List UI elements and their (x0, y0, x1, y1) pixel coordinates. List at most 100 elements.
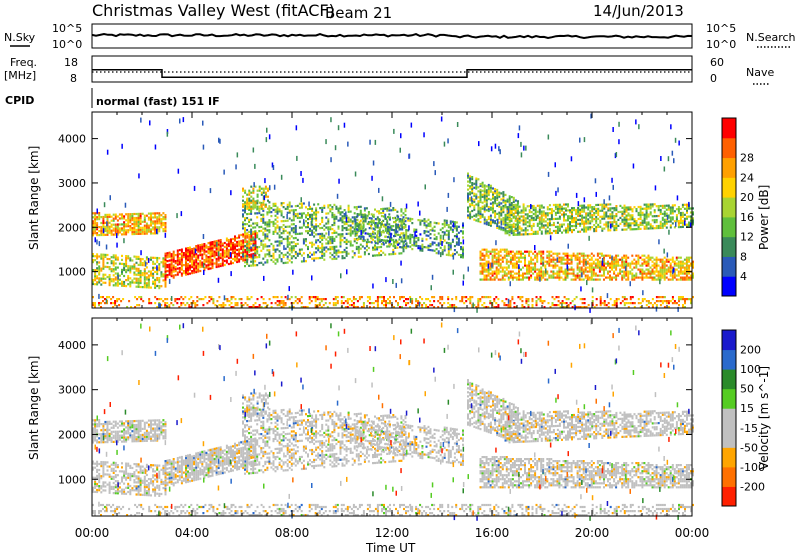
power-cell (441, 251, 444, 254)
power-cell (401, 220, 404, 223)
power-cell (613, 272, 616, 275)
power-cell (546, 214, 549, 217)
power-cell (611, 264, 613, 267)
power-cell (256, 236, 259, 239)
power-cell (508, 199, 511, 202)
power-cell (158, 226, 161, 229)
power-cell (268, 239, 271, 242)
power-cell (112, 278, 115, 281)
power-cell (110, 233, 113, 236)
power-cell (433, 241, 436, 244)
power-cell (685, 276, 688, 279)
power-cell (230, 244, 232, 247)
power-cell (528, 211, 531, 214)
power-cell (256, 298, 259, 301)
power-cell (607, 209, 610, 212)
power-cell (278, 228, 281, 231)
power-cell (201, 257, 204, 260)
power-cell (324, 302, 327, 305)
power-cell (182, 272, 185, 275)
power-cell (386, 223, 389, 226)
power-cell (518, 211, 521, 214)
power-cell (374, 218, 377, 221)
power-cell (540, 224, 543, 227)
power-cell (266, 235, 269, 238)
power-cell (562, 256, 565, 259)
power-cell (238, 244, 241, 247)
power-cell (290, 219, 293, 222)
power-cell (189, 266, 191, 269)
power-cell (643, 270, 646, 273)
power-cell (508, 219, 511, 222)
power-cell (170, 265, 173, 268)
power-cell (216, 300, 219, 303)
power-cell (294, 229, 297, 232)
power-cell (137, 222, 140, 225)
power-cell (268, 249, 271, 252)
power-cell (205, 254, 208, 257)
power-cell (314, 298, 317, 301)
power-cell (227, 254, 230, 258)
power-cell (627, 214, 630, 217)
power-cell (176, 257, 179, 260)
power-cell (357, 205, 360, 208)
power-cell (631, 222, 634, 225)
power-cell (548, 220, 551, 223)
power-cell (641, 213, 644, 216)
power-cell (121, 262, 123, 265)
power-cell (215, 259, 218, 263)
power-cell (311, 215, 314, 218)
power-cell (212, 300, 215, 303)
power-cell (675, 216, 678, 219)
power-cell (526, 272, 528, 275)
power-cell (567, 227, 569, 230)
power-cell (609, 266, 611, 269)
power-cell (341, 227, 344, 230)
power-cell (224, 298, 227, 301)
power-cell (407, 237, 410, 240)
power-cell (497, 258, 500, 261)
power-cell (262, 215, 265, 218)
power-cell (264, 243, 267, 246)
power-cell (140, 296, 143, 299)
power-cell (671, 258, 674, 261)
power-cell (185, 269, 187, 272)
power-cell (374, 228, 376, 231)
power-cell (677, 206, 680, 209)
power-cell (335, 235, 338, 238)
power-cell (471, 201, 474, 205)
power-cell (498, 193, 501, 196)
power-cell (131, 281, 134, 284)
power-cell (296, 214, 299, 217)
power-cell (110, 302, 113, 305)
power-cell (207, 263, 210, 267)
power-cell (566, 272, 569, 275)
power-cell (205, 258, 208, 261)
power-cell (431, 229, 434, 232)
power-cell (240, 243, 243, 247)
power-cell (673, 260, 676, 263)
power-cell (104, 273, 107, 276)
power-cell (102, 277, 105, 280)
power-cell (498, 205, 501, 208)
power-cell (582, 268, 585, 271)
power-cell (327, 228, 330, 231)
power-cell (669, 258, 672, 261)
power-cell (137, 279, 140, 282)
power-cell (313, 257, 316, 260)
power-cell (172, 264, 175, 267)
power-cell (143, 268, 146, 271)
power-cell (578, 270, 581, 273)
power-cell (244, 302, 247, 305)
power-cell (158, 257, 161, 260)
power-cell (278, 226, 281, 229)
power-cell (514, 209, 517, 212)
power-cell (221, 258, 224, 261)
power-cell (570, 278, 573, 281)
power-cell (302, 202, 305, 205)
power-cell (190, 296, 193, 299)
power-cell (427, 222, 430, 225)
power-cell (197, 262, 200, 265)
power-cell (242, 215, 244, 218)
power-cell (475, 213, 478, 216)
